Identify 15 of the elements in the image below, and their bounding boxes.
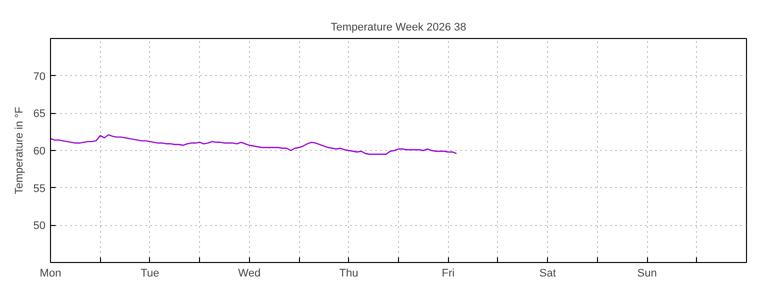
- x-tick-label: Sat: [539, 268, 556, 280]
- x-tick-label: Wed: [238, 268, 261, 280]
- y-tick-label: 70: [33, 70, 46, 83]
- chart-title: Temperature Week 2026 38: [330, 22, 466, 34]
- x-tick-label: Thu: [339, 268, 358, 280]
- line-series: [50, 134, 458, 155]
- y-tick-label: 50: [33, 220, 46, 232]
- x-tick-label: Tue: [140, 268, 160, 280]
- x-tick-label: Sun: [637, 268, 657, 280]
- y-axis-title: Temperature in °F: [13, 106, 26, 194]
- x-tick-label: Mon: [40, 268, 62, 280]
- y-tick-label: 55: [33, 182, 46, 195]
- x-tick-label: Fri: [442, 268, 455, 280]
- y-tick-label: 65: [33, 108, 46, 120]
- y-tick-label: 60: [33, 146, 46, 158]
